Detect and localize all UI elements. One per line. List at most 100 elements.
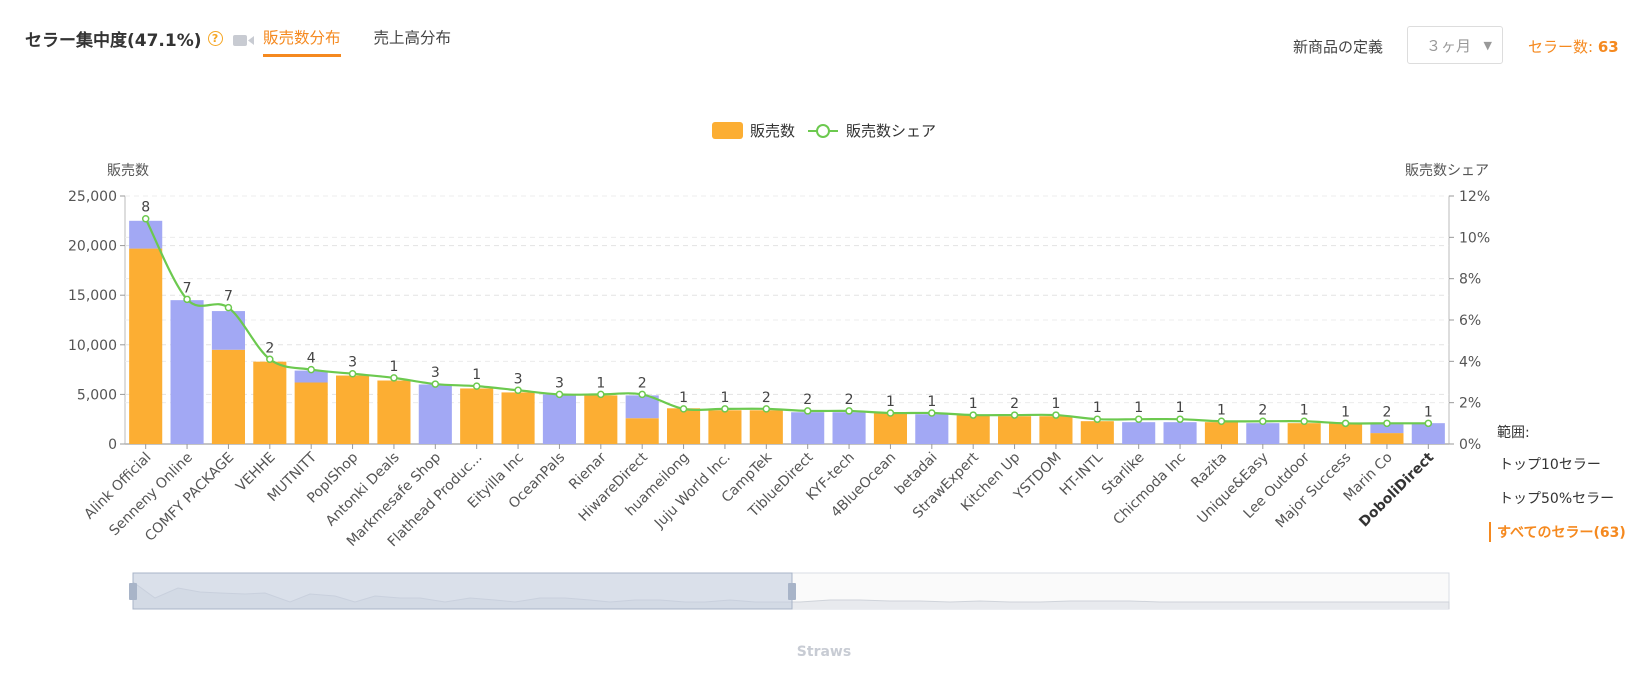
point-label: 1 [969,396,978,412]
legend[interactable]: 販売数 販売数シェア [712,122,936,140]
point-label: 1 [927,394,936,410]
share-point [472,382,481,390]
bar-sales-stack [170,300,204,444]
share-point [1093,415,1102,423]
zoom-handle-left[interactable] [129,583,137,600]
point-label: 1 [389,359,398,375]
bar-sales-stack [542,394,576,444]
point-label: 2 [762,390,771,406]
point-label: 2 [1258,402,1267,418]
share-point [1134,415,1143,423]
bar-sales-stack [418,384,452,444]
y-axis-title: 販売数 [107,163,149,179]
share-point [597,390,605,399]
bar-sales [1287,423,1321,444]
point-label: 2 [265,340,274,356]
point-label: 2 [1382,404,1391,420]
range-option-all[interactable]: すべてのセラー(63) [1489,522,1626,542]
point-label: 1 [886,394,895,410]
seller-count-label: セラー数: [1528,38,1594,56]
point-label: 1 [679,390,688,406]
share-point [1176,415,1184,423]
legend-bar-swatch [712,122,743,139]
bar-sales [1370,433,1404,444]
share-point [1424,419,1433,428]
tab-revenue[interactable]: 売上高分布 [373,29,452,47]
x-tick-label: HT-INTL [1057,449,1106,498]
y-tick-label: 10,000 [68,338,117,354]
y-tick-label: 0 [108,437,117,453]
point-label: 3 [348,355,357,371]
title-text: セラー集中度(47.1%) [25,31,202,51]
share-point [555,390,564,399]
bar-sales-stack [1411,423,1445,444]
point-label: 7 [183,280,192,296]
bar-sales [336,375,370,444]
share-point [721,405,729,413]
point-label: 1 [1134,400,1143,416]
share-point [762,405,771,413]
seller-count: セラー数: 63 [1528,36,1619,57]
bar-sales [956,415,990,444]
bar-sales-stack [915,414,949,444]
point-label: 1 [1176,400,1185,416]
point-label: 3 [431,365,440,381]
bar-sales [253,361,287,444]
y-tick-label: 25,000 [68,189,117,205]
range-option-top50[interactable]: トップ50%セラー [1499,491,1615,507]
y2-tick-label: 12% [1459,189,1490,205]
share-point [141,214,150,223]
y-tick-label: 5,000 [77,387,117,403]
period-select[interactable]: ３ヶ月 ▼ [1407,26,1503,64]
share-point [183,295,191,304]
point-label: 1 [720,390,729,406]
share-point [390,374,398,382]
point-label: 2 [638,375,647,391]
legend-line-label: 販売数シェア [846,122,936,140]
bar-sales-stack [211,311,245,350]
y2-tick-label: 2% [1459,396,1481,412]
share-point [679,405,688,413]
y2-tick-label: 6% [1459,313,1481,329]
video-camera-icon[interactable] [232,32,255,46]
y-tick-label: 15,000 [68,288,117,304]
share-point [224,303,233,312]
bar-sales [625,418,659,444]
share-point [348,369,357,378]
bar-sales [667,408,701,444]
seller-count-value: 63 [1597,38,1619,56]
point-label: 1 [1300,402,1309,418]
legend-bar-label: 販売数 [750,122,795,140]
bar-sales [998,416,1032,444]
y2-tick-label: 4% [1459,354,1481,370]
bar-sales [1329,423,1363,444]
bar-sales [1204,422,1238,444]
share-point [638,390,646,399]
tab-sales-volume[interactable]: 販売数分布 [263,26,341,57]
chevron-down-icon: ▼ [1483,39,1492,52]
point-label: 1 [472,367,481,383]
share-point [431,380,440,388]
bar-sales-stack [832,412,866,444]
bar-sales [377,380,411,444]
share-point [886,409,895,417]
bar-sales-stack [625,395,659,419]
distribution-tabs: 販売数分布 売上高分布 [263,26,451,57]
zoom-selection[interactable] [132,572,793,610]
zoom-slider[interactable] [129,572,1450,610]
x-tick-label: Unique&Easy [1194,450,1271,527]
point-label: 1 [1051,396,1060,412]
x-tick-label: Chicmoda Inc [1110,450,1189,529]
range-filter: 範囲: トップ10セラー トップ50%セラー すべてのセラー(63) [1489,422,1626,556]
new-product-definition-label: 新商品の定義 [1293,38,1384,56]
zoom-handle-right[interactable] [788,583,796,600]
bar-sales-stack [1122,422,1156,444]
question-circle-icon[interactable]: ? [207,31,223,46]
y2-tick-label: 10% [1459,230,1490,246]
point-label: 8 [141,200,150,216]
range-option-top10[interactable]: トップ10セラー [1499,457,1601,473]
bar-sales [1080,421,1114,444]
share-point [928,409,936,417]
point-label: 3 [555,375,564,391]
